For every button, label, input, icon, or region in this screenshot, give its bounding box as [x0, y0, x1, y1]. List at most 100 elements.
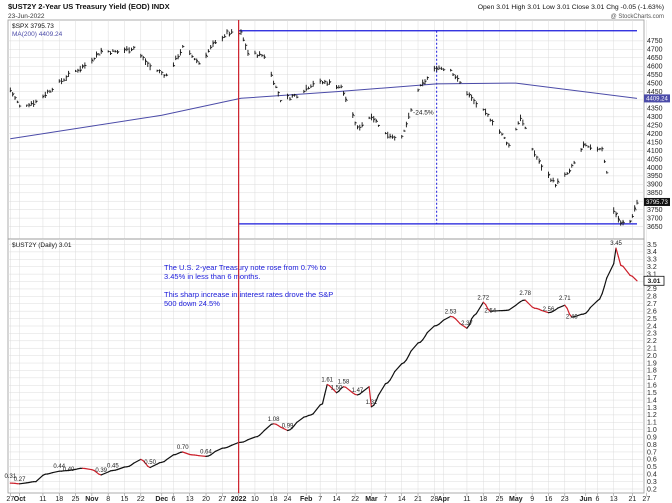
spx-price-bar — [296, 95, 299, 99]
upper-y-tick-label: 4250 — [647, 123, 663, 130]
spx-price-bar — [77, 68, 80, 73]
yield-line-segment — [345, 386, 354, 394]
spx-price-bar — [361, 122, 364, 128]
lower-y-tick-label: 2.7 — [647, 301, 657, 308]
spx-bar-close — [506, 142, 509, 144]
spx-price-bar — [117, 49, 120, 54]
spx-bar-close — [634, 206, 637, 211]
x-tick-label: 13 — [610, 496, 618, 503]
x-tick-label: 23 — [561, 496, 569, 503]
yield-point-label: 1.50 — [331, 386, 343, 392]
upper-y-tick-label: 4550 — [647, 72, 663, 79]
yield-line-segment — [133, 458, 142, 464]
yield-line-segment — [321, 393, 326, 405]
spx-bar-close — [340, 86, 343, 88]
lower-y-tick-label: 3.4 — [647, 249, 657, 256]
spx-price-bar — [555, 183, 558, 188]
spx-price-bar — [615, 211, 618, 218]
spx-price-bar — [536, 155, 539, 160]
yield-line-segment — [587, 306, 592, 312]
spx-bar-close — [487, 113, 490, 116]
lower-y-tick-label: 2.0 — [647, 353, 657, 360]
spx-bar-close — [100, 49, 104, 53]
spx-price-bar — [189, 50, 192, 56]
yield-line-segment — [422, 335, 426, 341]
spx-price-bar — [620, 220, 623, 226]
lower-y-tick-label: 2.9 — [647, 286, 657, 293]
spx-price-bar — [165, 73, 169, 77]
spx-price-bar — [177, 54, 180, 60]
spx-bar-close — [45, 94, 48, 97]
spx-price-bar — [338, 85, 341, 89]
spx-price-bar — [326, 81, 329, 86]
spx-price-bar — [515, 127, 518, 131]
spx-price-bar — [617, 215, 621, 223]
spx-price-bar — [417, 88, 420, 92]
spx-price-bar — [401, 135, 404, 139]
last-value-tag-ust2y: 3.01 — [643, 275, 665, 286]
legend-ma200: MA(200) 4409.24 — [12, 31, 63, 38]
spx-price-bar — [329, 79, 332, 85]
yield-line-segment — [198, 455, 207, 457]
spx-bar-close — [459, 81, 462, 83]
spx-price-bar — [534, 150, 537, 157]
spx-price-bar — [254, 50, 257, 55]
spx-price-bar — [198, 61, 201, 65]
spx-bar-close — [373, 118, 376, 121]
yield-line-segment — [617, 256, 622, 266]
spx-bar-close — [571, 164, 574, 167]
spx-price-bar — [175, 55, 178, 61]
yield-line-segment — [622, 265, 631, 276]
yield-line-segment — [524, 299, 533, 308]
yield-line-segment — [410, 342, 419, 352]
spx-price-bar — [499, 129, 502, 134]
x-tick-label: 2022 — [231, 496, 247, 503]
yield-point-label: 0.64 — [200, 449, 212, 455]
spx-price-bar — [375, 118, 378, 123]
yield-line-segment — [67, 468, 77, 472]
spx-price-bar — [79, 65, 83, 73]
spx-price-bar — [587, 145, 590, 148]
yield-line-segment — [142, 460, 147, 464]
spx-price-bar — [471, 94, 474, 101]
spx-price-bar — [124, 47, 127, 53]
spx-bar-close — [357, 126, 360, 128]
lower-y-tick-label: 1.9 — [647, 360, 657, 367]
spx-bar-close — [259, 53, 262, 56]
yield-point-label: 1.08 — [268, 417, 280, 423]
spx-price-bar — [245, 43, 248, 50]
spx-price-bar — [475, 101, 478, 108]
yield-line-segment — [51, 470, 60, 474]
yield-line-segment — [568, 313, 573, 318]
spx-price-bar — [403, 129, 406, 132]
spx-price-bar — [436, 65, 439, 72]
yield-point-label: 1.58 — [338, 380, 350, 386]
spx-bar-close — [14, 96, 17, 99]
spx-bar-close — [422, 81, 425, 85]
spx-bar-close — [79, 69, 83, 72]
x-tick-label: 22 — [351, 496, 359, 503]
spx-bar-close — [289, 98, 292, 101]
spx-bar-close — [410, 109, 413, 111]
lower-panel-frame — [7, 238, 645, 494]
spx-price-bar — [93, 57, 96, 61]
spx-price-bar — [454, 74, 458, 80]
spx-price-bar — [603, 159, 607, 163]
spx-price-bar — [68, 70, 71, 77]
spx-price-bar — [133, 45, 136, 50]
yield-line-segment — [634, 278, 638, 282]
spx-bar-close — [291, 94, 295, 97]
yield-line-segment — [116, 466, 126, 471]
spx-price-bar — [564, 172, 567, 177]
spx-bar-close — [417, 89, 420, 91]
spx-price-bar — [126, 46, 129, 52]
yield-line-segment — [35, 474, 44, 483]
spx-bar-close — [424, 80, 427, 83]
spx-bar-close — [149, 65, 152, 67]
spx-bar-close — [257, 54, 260, 57]
spx-bar-close — [210, 46, 213, 49]
spx-bar-close — [450, 69, 453, 72]
last-value-tag-spx-bg — [644, 197, 670, 206]
lower-y-tick-label: 2.8 — [647, 294, 657, 301]
